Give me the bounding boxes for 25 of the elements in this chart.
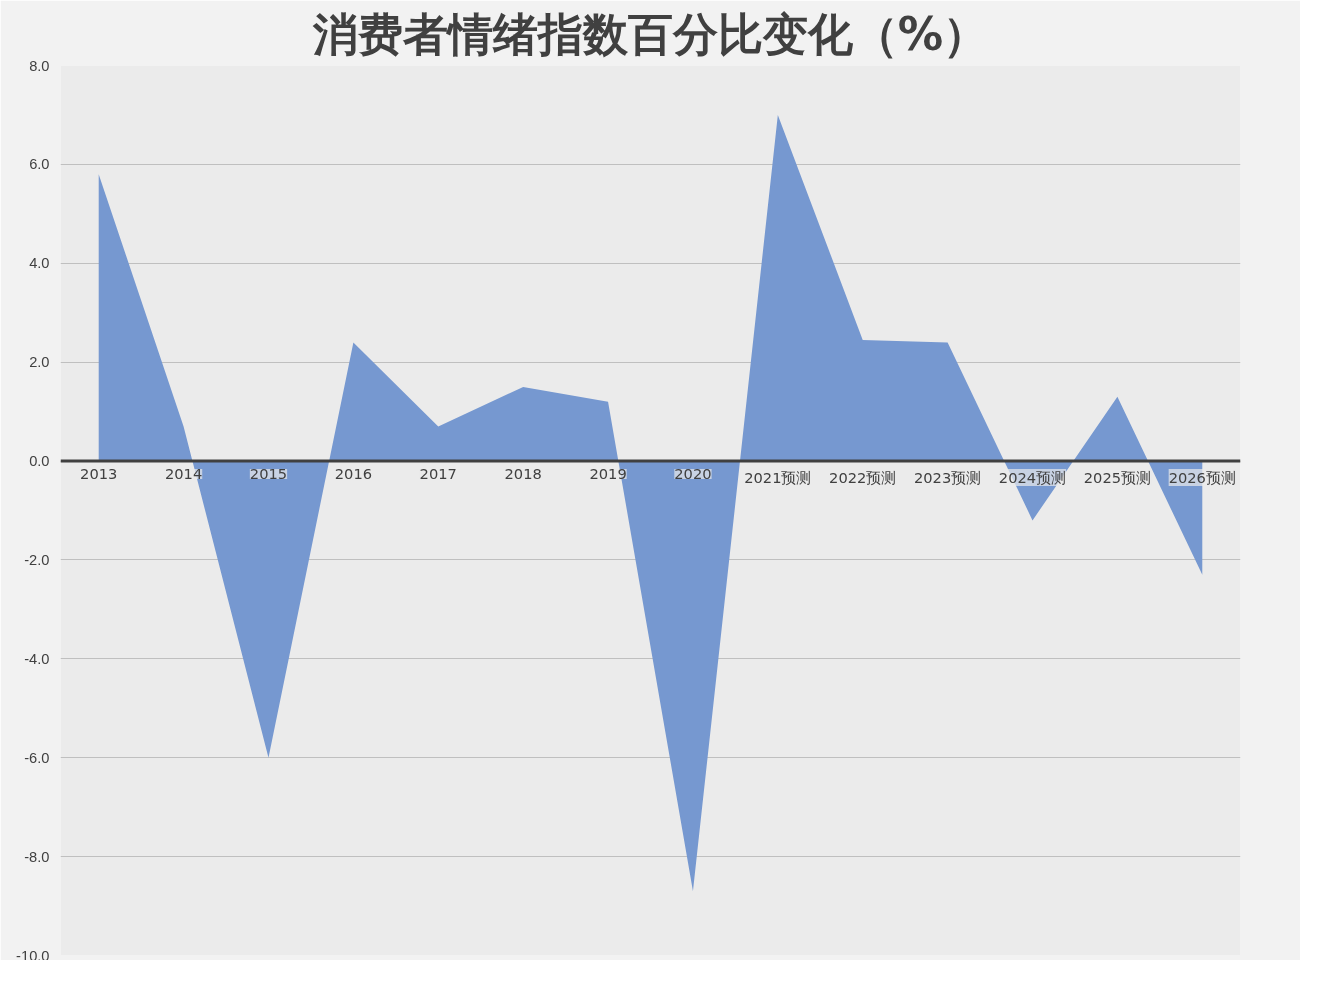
y-tick-label: 4.0 [29,255,50,272]
x-tick-label: 2019 [589,465,627,483]
x-tick-label: 2022预测 [829,469,897,487]
x-tick-label: 2015 [249,465,288,483]
x-tick-label: 2026预测 [1168,469,1236,487]
x-tick-label: 2023预测 [913,469,982,487]
y-tick-label: 2.0 [29,354,50,371]
y-tick-label: -6.0 [24,749,50,766]
x-tick-label: 2025预测 [1083,469,1152,487]
y-tick-label: -4.0 [24,650,50,667]
chart-title: 消费者情绪指数百分比变化（%） [311,7,989,61]
x-tick-label: 2018 [504,465,542,483]
y-tick-label: 6.0 [29,156,50,173]
x-tick-label: 2020 [674,465,712,483]
x-tick-label: 2013 [80,465,118,483]
y-tick-label: -2.0 [24,551,50,568]
x-tick-label: 2024预测 [998,469,1067,487]
y-tick-label: -10.0 [16,947,50,964]
y-tick-label: 8.0 [29,57,50,74]
x-tick-label: 2021预测 [744,469,812,487]
y-tick-label: 0.0 [29,453,50,470]
x-tick-label: 2016 [334,465,373,483]
x-tick-label: 2014 [164,465,203,483]
y-tick-label: -8.0 [24,848,50,865]
x-tick-label: 2017 [419,465,457,483]
